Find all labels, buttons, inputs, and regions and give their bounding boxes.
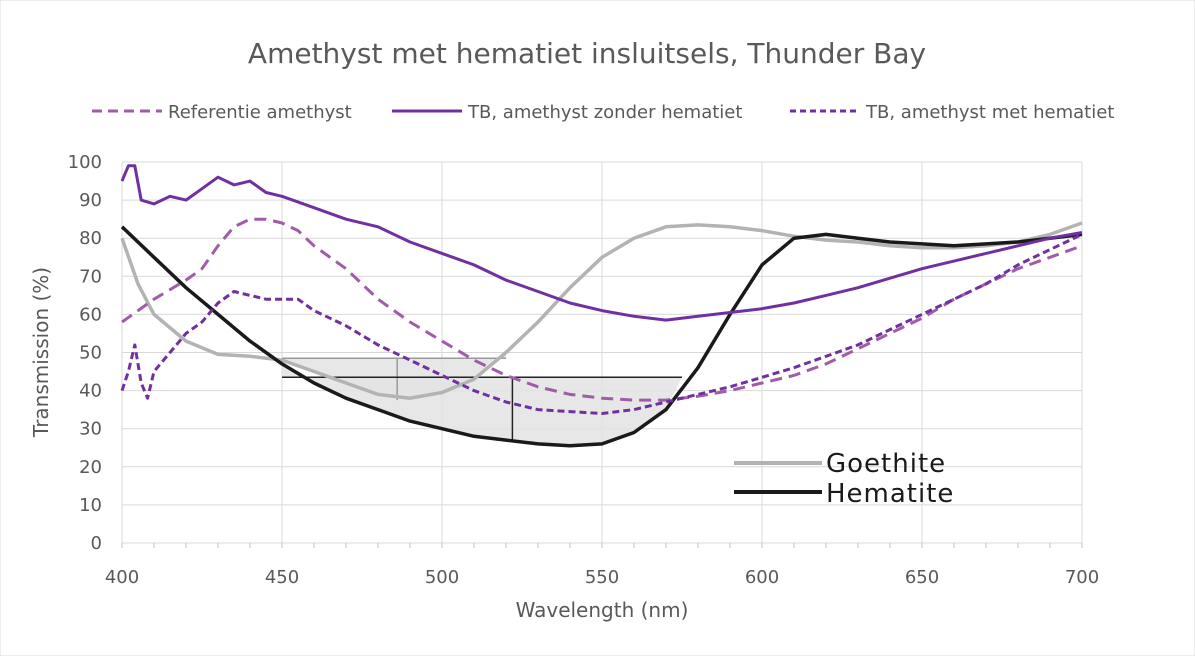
series-line-hematite bbox=[120, 225, 1083, 448]
legend: Referentie amethyst TB, amethyst zonder … bbox=[92, 102, 1114, 123]
y-tick-label: 10 bbox=[79, 495, 102, 516]
y-tick-label: 90 bbox=[79, 190, 102, 211]
series-line-tb-amethyst-met-hematiet bbox=[120, 233, 1083, 415]
x-axis-label: Wavelength (nm) bbox=[516, 598, 689, 622]
y-tick-label: 60 bbox=[79, 304, 102, 325]
goethite-absorption-region bbox=[282, 352, 506, 399]
plot-area: 0 10 20 30 40 50 60 70 80 90 100 400 450 500 550 600 650… bbox=[68, 152, 1100, 588]
x-tick-label: 700 bbox=[1065, 567, 1099, 588]
y-tick-label: 40 bbox=[79, 381, 102, 402]
x-tick-label: 550 bbox=[585, 567, 619, 588]
legend-label-referentie-amethyst: Referentie amethyst bbox=[168, 102, 352, 123]
y-tick-label: 20 bbox=[79, 457, 102, 478]
y-tick-label: 30 bbox=[79, 419, 102, 440]
series-line-referentie-amethyst bbox=[121, 217, 1083, 402]
y-tick-label: 100 bbox=[68, 152, 102, 173]
legend-label-tb-met-hematiet: TB, amethyst met hematiet bbox=[865, 102, 1114, 123]
series-line-tb-amethyst-zonder-hematiet bbox=[120, 164, 1083, 322]
inset-label-goethite: Goethite bbox=[826, 449, 946, 479]
y-tick-label: 50 bbox=[79, 343, 102, 364]
series-line-goethite bbox=[120, 221, 1083, 400]
x-tick-label: 650 bbox=[905, 567, 939, 588]
y-tick-label: 0 bbox=[91, 533, 102, 554]
y-axis-label: Transmission (%) bbox=[29, 267, 53, 438]
legend-label-tb-zonder-hematiet: TB, amethyst zonder hematiet bbox=[467, 102, 742, 123]
x-tick-label: 600 bbox=[745, 567, 779, 588]
chart-title: Amethyst met hematiet insluitsels, Thund… bbox=[248, 37, 926, 70]
inset-legend: Goethite Hematite bbox=[734, 449, 954, 509]
inset-label-hematite: Hematite bbox=[826, 479, 954, 509]
x-tick-label: 500 bbox=[425, 567, 459, 588]
y-tick-label: 70 bbox=[79, 266, 102, 287]
x-tick-label: 450 bbox=[265, 567, 299, 588]
x-tick-label: 400 bbox=[105, 567, 139, 588]
y-tick-label: 80 bbox=[79, 228, 102, 249]
